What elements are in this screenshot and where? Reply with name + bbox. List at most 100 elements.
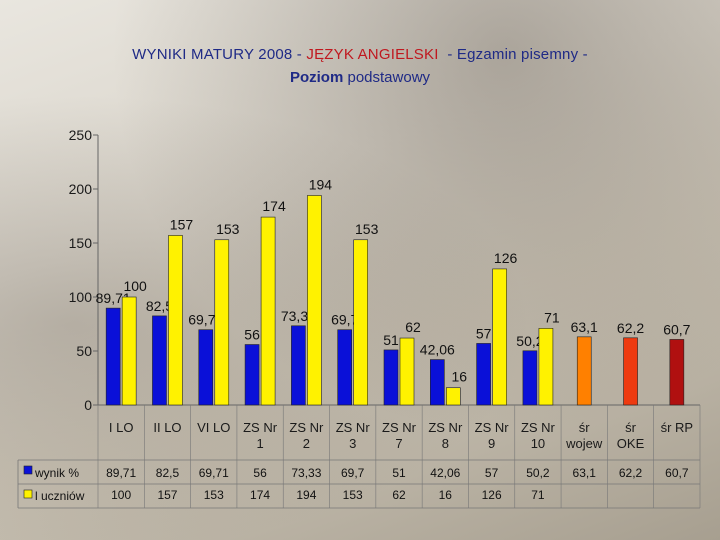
table-cell-wynik: 69,71: [199, 466, 229, 480]
data-label-uczniow: 126: [494, 250, 518, 266]
title-part2: - Egzamin pisemny -: [447, 46, 588, 63]
data-label-wynik: 50,2: [516, 333, 543, 349]
data-label-wynik: 62,2: [617, 320, 644, 336]
data-label-wynik: 57: [476, 325, 492, 341]
table-cell-wynik: 89,71: [106, 466, 136, 480]
x-category-label: 2: [303, 436, 310, 451]
bar-wynik: [337, 329, 352, 406]
bar-wynik: [291, 325, 306, 406]
x-category-label: śr RP: [661, 420, 694, 435]
bar-uczniow: [353, 239, 368, 406]
bar-wynik: [623, 337, 638, 406]
data-label-uczniow: 157: [170, 216, 194, 232]
x-category-label: ZS Nr: [382, 420, 417, 435]
bar-wynik: [152, 315, 167, 406]
data-label-uczniow: 16: [452, 369, 468, 385]
x-category-label: 8: [442, 436, 449, 451]
table-cell-wynik: 57: [485, 466, 499, 480]
bar-wynik: [669, 339, 685, 406]
legend-label-wynik: wynik %: [34, 466, 79, 480]
x-category-label: I LO: [109, 420, 134, 435]
chart-title: WYNIKI MATURY 2008 - JĘZYK ANGIELSKI - E…: [0, 46, 720, 86]
bar-uczniow: [168, 235, 183, 406]
y-tick-label: 200: [69, 181, 93, 197]
x-category-label: ZS Nr: [336, 420, 371, 435]
bar-uczniow: [307, 195, 322, 406]
bar-wynik: [105, 307, 121, 406]
y-tick-label: 150: [69, 235, 93, 251]
bar-uczniow: [446, 387, 461, 406]
table-cell-uczniow: 194: [296, 488, 316, 502]
table-cell-uczniow: 62: [392, 488, 406, 502]
data-label-wynik: 63,1: [571, 319, 598, 335]
x-category-label: śr: [579, 420, 591, 435]
data-label-wynik: 69,7: [331, 312, 358, 328]
x-category-label: 10: [531, 436, 545, 451]
bar-wynik: [476, 343, 491, 406]
table-cell-uczniow: 100: [111, 488, 131, 502]
y-tick-label: 250: [69, 127, 93, 143]
table-cell-wynik: 50,2: [526, 466, 550, 480]
legend-key-wynik: [23, 465, 33, 475]
x-category-label: 1: [256, 436, 263, 451]
table-cell-uczniow: 71: [531, 488, 545, 502]
data-label-uczniow: 153: [216, 221, 240, 237]
data-label-wynik: 56: [244, 327, 260, 343]
table-cell-uczniow: 153: [343, 488, 363, 502]
x-category-label: śr: [625, 420, 637, 435]
subtitle-bold: Poziom: [289, 69, 344, 86]
bar-wynik: [383, 349, 399, 406]
x-category-label: OKE: [617, 436, 645, 451]
bar-wynik: [198, 329, 214, 406]
table-cell-wynik: 60,7: [665, 466, 689, 480]
x-category-label: 7: [395, 436, 402, 451]
table-cell-wynik: 56: [253, 466, 267, 480]
table-cell-uczniow: 16: [439, 488, 453, 502]
y-tick-label: 0: [84, 397, 92, 413]
x-category-label: VI LO: [197, 420, 230, 435]
table-cell-wynik: 69,7: [341, 466, 365, 480]
x-category-label: ZS Nr: [289, 420, 324, 435]
bar-wynik: [522, 350, 538, 406]
table-cell-wynik: 73,33: [291, 466, 321, 480]
data-label-wynik: 42,06: [420, 342, 455, 358]
x-category-label: ZS Nr: [475, 420, 510, 435]
x-category-label: 9: [488, 436, 495, 451]
table-cell-uczniow: 153: [204, 488, 224, 502]
x-category-label: wojew: [565, 436, 603, 451]
x-category-label: ZS Nr: [428, 420, 463, 435]
x-category-label: 3: [349, 436, 356, 451]
legend-label-uczniow: l uczniów: [35, 489, 85, 503]
data-label-wynik: 60,7: [663, 321, 690, 337]
bar-uczniow: [214, 239, 230, 406]
table-cell-uczniow: 126: [482, 488, 502, 502]
data-label-uczniow: 174: [262, 198, 286, 214]
subtitle-rest: podstawowy: [347, 69, 431, 86]
table-cell-wynik: 63,1: [573, 466, 597, 480]
legend-key-uczniow: [23, 489, 33, 499]
bar-wynik: [244, 344, 260, 406]
bar-uczniow: [492, 268, 507, 406]
table-cell-uczniow: 157: [157, 488, 177, 502]
bar-uczniow: [538, 328, 554, 406]
table-cell-wynik: 51: [392, 466, 406, 480]
bar-uczniow: [121, 296, 137, 406]
table-cell-uczniow: 174: [250, 488, 270, 502]
data-label-wynik: 51: [383, 332, 399, 348]
data-label-wynik: 82,5: [146, 298, 173, 314]
y-tick-label: 100: [69, 289, 93, 305]
title-subject: JĘZYK ANGIELSKI: [306, 46, 439, 63]
bar-uczniow: [399, 337, 415, 406]
table-cell-wynik: 82,5: [156, 466, 180, 480]
data-label-uczniow: 153: [355, 221, 379, 237]
table-cell-wynik: 42,06: [430, 466, 460, 480]
title-part1: WYNIKI MATURY 2008 -: [132, 46, 307, 63]
table-cell-wynik: 62,2: [619, 466, 643, 480]
data-label-uczniow: 71: [544, 309, 560, 325]
bar-wynik: [576, 336, 592, 406]
data-label-uczniow: 62: [405, 319, 421, 335]
x-category-label: ZS Nr: [521, 420, 556, 435]
data-label-uczniow: 100: [123, 278, 147, 294]
data-label-uczniow: 194: [309, 176, 333, 192]
